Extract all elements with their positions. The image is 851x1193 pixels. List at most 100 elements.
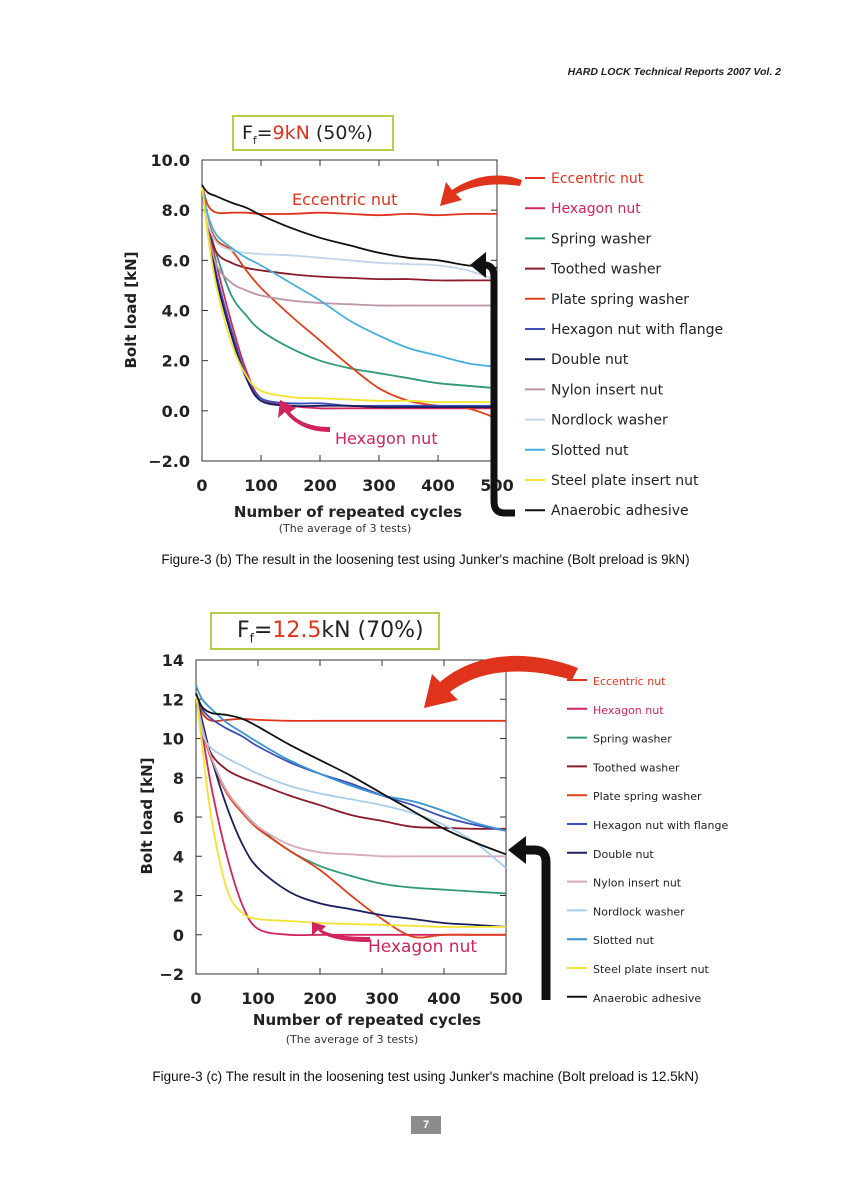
series-line-eccentric-nut [201,184,498,217]
loosening-chart-9kn: Bolt load [kN] Number of repeated cycles… [122,151,723,535]
legend-label-nylon-insert-nut: Nylon insert nut [593,877,682,890]
series-line-nordlock-washer [201,184,498,282]
y-tick-label: 4 [173,847,184,866]
series-line-nylon-insert-nut [201,184,497,307]
y-tick-label: 12 [162,690,184,709]
hexagon-arrow [278,400,330,432]
x-tick-label: 100 [241,989,274,1008]
eccentric-arrow [424,655,578,708]
legend-label-anaerobic-adhesive: Anaerobic adhesive [593,992,701,1005]
legend-label-eccentric-nut: Eccentric nut [593,675,666,688]
series-line-nordlock-washer [195,693,507,869]
series-line-anaerobic-adhesive [195,693,507,856]
hexagon-annotation: Hexagon nut [335,429,438,448]
x-tick-label: 400 [427,989,460,1008]
adhesive-arrow-shaft [478,261,515,517]
y-tick-label: 2.0 [162,352,190,371]
legend-label-double-nut: Double nut [593,848,654,861]
legend-label-anaerobic-adhesive: Anaerobic adhesive [551,503,689,519]
legend-label-slotted-nut: Slotted nut [551,443,629,459]
legend-label-toothed-washer: Toothed washer [550,262,661,278]
preload-percent: kN (70%) [321,618,424,643]
legend-label-nylon-insert-nut: Nylon insert nut [551,382,664,398]
y-tick-label: 2 [173,887,184,906]
preload-f: F [237,618,250,643]
legend-label-double-nut: Double nut [551,352,629,368]
figure-caption-b: Figure-3 (b) The result in the loosening… [161,552,690,567]
legend-label-steel-plate-insert-nut: Steel plate insert nut [593,963,710,976]
x-tick-label: 200 [303,989,336,1008]
legend-label-spring-washer: Spring washer [593,733,672,746]
y-tick-label: 8.0 [162,201,190,220]
eccentric-arrow [440,175,522,206]
series-line-eccentric-nut [195,693,506,723]
series-line-steel-plate-insert-nut [201,184,497,404]
x-tick-label: 0 [196,476,207,495]
eccentric-annotation: Eccentric nut [292,190,397,209]
legend-label-plate-spring-washer: Plate spring washer [551,292,689,308]
y-axis-label: Bolt load [kN] [122,251,140,368]
series-line-toothed-washer [201,184,497,282]
y-tick-label: −2.0 [148,452,190,471]
y-tick-label: 6.0 [162,251,190,270]
series-line-steel-plate-insert-nut [195,693,506,928]
report-header: HARD LOCK Technical Reports 2007 Vol. 2 [567,66,781,78]
legend-label-toothed-washer: Toothed washer [592,761,680,774]
series-line-slotted-nut [195,685,507,832]
series-line-hexagon-nut-with-flange [195,693,507,832]
preload-subscript: f [249,631,254,646]
legend-label-steel-plate-insert-nut: Steel plate insert nut [551,473,699,489]
page-number: 7 [411,1116,441,1134]
y-axis-label: Bolt load [kN] [138,757,156,874]
legend-label-nordlock-washer: Nordlock washer [593,905,685,918]
series-line-spring-washer [201,184,498,390]
x-tick-label: 100 [244,476,277,495]
series-line-slotted-nut [201,184,498,368]
preload-equals: = [253,618,273,643]
legend-label-hexagon-nut: Hexagon nut [551,201,641,217]
preload-percent: (50%) [309,122,373,144]
x-tick-label: 500 [489,989,522,1008]
y-tick-label: 14 [162,651,184,670]
preload-label-box: Ff=9kN (50%) [232,115,394,151]
x-tick-label: 200 [303,476,336,495]
y-tick-label: −2 [159,965,184,984]
x-axis-label: Number of repeated cycles [234,503,462,521]
series-line-hexagon-nut-with-flange [201,184,497,407]
y-tick-label: 6 [173,808,184,827]
y-tick-label: 10.0 [151,151,190,170]
y-tick-label: 0.0 [162,402,190,421]
x-tick-label: 300 [365,989,398,1008]
preload-label-box-2: Ff=12.5kN (70%) [210,612,440,650]
preload-subscript: f [252,134,257,147]
legend-label-slotted-nut: Slotted nut [593,934,655,947]
x-axis-note: (The average of 3 tests) [279,522,412,535]
loosening-chart-12-5kn: Bolt load [kN] Number of repeated cycles… [138,651,728,1046]
legend-label-spring-washer: Spring washer [551,231,651,247]
series-line-double-nut [201,184,497,409]
preload-value: 12.5 [272,618,322,643]
legend-label-eccentric-nut: Eccentric nut [551,171,644,187]
x-tick-label: 400 [421,476,454,495]
preload-value: 9kN [272,122,310,144]
adhesive-arrowhead [508,836,526,864]
y-tick-label: 4.0 [162,302,190,321]
adhesive-arrowhead [470,252,486,278]
preload-f: F [242,122,253,144]
hexagon-arrow [312,922,370,942]
y-tick-label: 8 [173,769,184,788]
legend-label-hexagon-nut-with-flange: Hexagon nut with flange [551,322,723,338]
legend-label-hexagon-nut: Hexagon nut [593,704,664,717]
x-tick-label: 0 [190,989,201,1008]
x-tick-label: 300 [362,476,395,495]
series-line-nylon-insert-nut [195,693,506,858]
legend-label-plate-spring-washer: Plate spring washer [593,790,702,803]
series-line-hexagon-nut [201,184,497,410]
y-tick-label: 0 [173,926,184,945]
adhesive-arrow-shaft [522,845,551,1000]
legend-label-hexagon-nut-with-flange: Hexagon nut with flange [593,819,728,832]
y-tick-label: 10 [162,730,184,749]
x-axis-note: (The average of 3 tests) [286,1033,419,1046]
preload-equals: = [256,122,273,144]
x-axis-label: Number of repeated cycles [253,1011,481,1029]
